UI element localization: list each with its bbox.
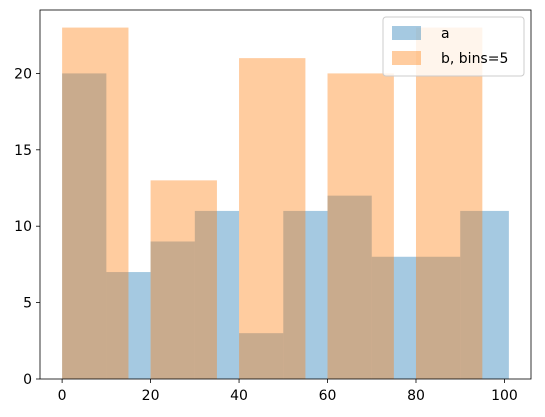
y-tick-label: 5 [23, 296, 32, 312]
legend-label-1: b, bins=5 [441, 51, 508, 67]
bar-series-0-bin-7 [371, 256, 416, 379]
legend: a b, bins=5 [382, 16, 525, 77]
legend-label-0: a [441, 26, 450, 42]
x-tick-label: 100 [491, 388, 518, 404]
x-tick-label: 60 [319, 388, 337, 404]
bar-series-1-bin-0 [62, 27, 129, 379]
y-tick-label: 0 [23, 372, 32, 388]
x-tick-label: 20 [142, 388, 160, 404]
bar-series-0-bin-9 [460, 210, 509, 379]
bar-series-0-bin-5 [283, 210, 328, 379]
bar-series-0-bin-6 [327, 195, 372, 379]
bar-series-0-bin-0 [62, 73, 107, 379]
x-tick-label: 0 [58, 388, 67, 404]
plot-frame [39, 9, 532, 380]
bar-series-1-bin-3 [327, 73, 394, 379]
legend-box [382, 16, 525, 77]
bars-layer [62, 27, 509, 380]
legend-swatch-0 [392, 26, 421, 40]
bar-series-0-bin-4 [239, 333, 284, 379]
bar-series-0-bin-8 [415, 256, 461, 379]
x-tick-label: 40 [230, 388, 248, 404]
y-tick-label: 10 [14, 219, 32, 235]
bar-series-0-bin-3 [194, 210, 240, 379]
y-tick-label: 15 [14, 143, 32, 159]
bar-series-1-bin-2 [239, 58, 306, 380]
legend-swatch-1 [392, 51, 421, 65]
x-tick-label: 80 [407, 388, 425, 404]
bar-series-1-bin-4 [415, 27, 483, 379]
bar-series-0-bin-1 [106, 272, 151, 379]
bar-series-1-bin-1 [150, 180, 217, 379]
axes-layer: 0 20 40 60 80 100 0 5 10 15 20 [14, 9, 532, 404]
bar-series-0-bin-2 [150, 241, 195, 379]
y-tick-label: 20 [14, 66, 32, 82]
